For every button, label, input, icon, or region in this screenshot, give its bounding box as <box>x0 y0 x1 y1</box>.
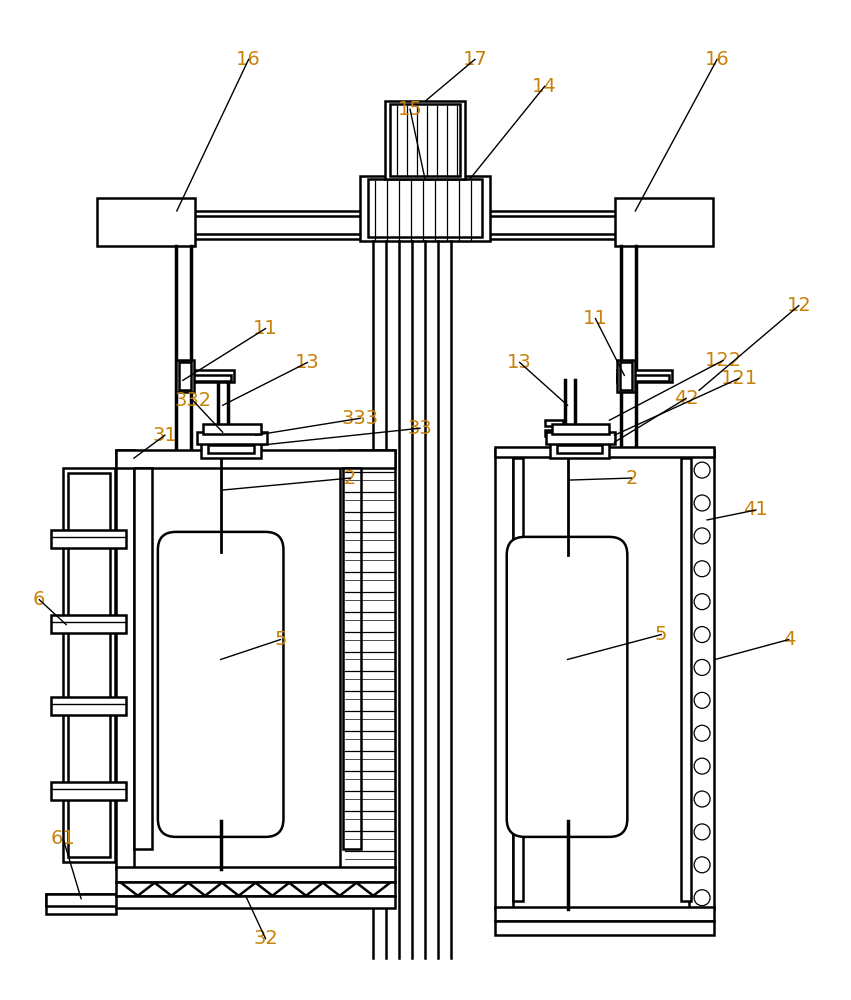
Bar <box>545 430 563 436</box>
Text: 2: 2 <box>344 469 357 488</box>
Circle shape <box>694 692 710 708</box>
Bar <box>550 440 609 458</box>
Text: 15: 15 <box>397 100 422 119</box>
Text: 41: 41 <box>744 500 768 519</box>
Bar <box>208 445 254 453</box>
Text: 17: 17 <box>462 50 488 69</box>
Bar <box>176 360 194 392</box>
Bar <box>386 101 465 179</box>
Bar <box>494 447 714 457</box>
FancyBboxPatch shape <box>506 537 627 837</box>
Bar <box>203 424 260 434</box>
Bar <box>116 450 395 468</box>
Bar <box>617 375 669 381</box>
Text: 61: 61 <box>51 829 76 848</box>
Text: 13: 13 <box>295 353 320 372</box>
Text: 5: 5 <box>655 625 667 644</box>
Circle shape <box>694 758 710 774</box>
Bar <box>512 458 523 901</box>
Bar <box>51 530 126 548</box>
Bar <box>681 458 691 901</box>
Bar <box>111 216 700 234</box>
Bar <box>494 907 714 921</box>
Text: 14: 14 <box>532 77 557 96</box>
Bar <box>197 432 266 444</box>
Text: 5: 5 <box>274 630 287 649</box>
Bar <box>343 468 361 849</box>
Text: 11: 11 <box>583 309 608 328</box>
Circle shape <box>694 495 710 511</box>
Bar <box>494 450 512 909</box>
Circle shape <box>694 791 710 807</box>
Text: 122: 122 <box>705 351 741 370</box>
Bar <box>51 615 126 633</box>
Bar <box>101 211 709 239</box>
Circle shape <box>694 659 710 675</box>
Text: 6: 6 <box>33 590 45 609</box>
Circle shape <box>694 462 710 478</box>
Bar <box>557 445 603 453</box>
Text: 32: 32 <box>253 929 278 948</box>
Circle shape <box>694 725 710 741</box>
Circle shape <box>694 627 710 643</box>
Bar <box>390 104 460 176</box>
Bar <box>360 176 490 241</box>
Circle shape <box>694 824 710 840</box>
Bar <box>51 782 126 800</box>
Bar <box>179 375 231 381</box>
Circle shape <box>694 561 710 577</box>
Bar <box>179 362 191 390</box>
Text: 16: 16 <box>237 50 261 69</box>
Circle shape <box>694 857 710 873</box>
Text: 33: 33 <box>408 419 432 438</box>
Bar <box>116 882 395 896</box>
Bar <box>116 450 134 869</box>
Bar <box>46 894 266 906</box>
Bar <box>545 420 563 426</box>
Bar <box>340 450 395 869</box>
Text: 121: 121 <box>721 369 757 388</box>
Bar <box>46 894 116 914</box>
Text: 4: 4 <box>783 630 795 649</box>
Bar <box>689 450 714 909</box>
Bar <box>201 440 260 458</box>
Text: 42: 42 <box>674 389 699 408</box>
Bar <box>97 198 195 246</box>
Text: 13: 13 <box>507 353 532 372</box>
Bar <box>620 362 632 390</box>
Text: 16: 16 <box>705 50 729 69</box>
Text: 2: 2 <box>625 469 637 488</box>
Bar <box>545 432 615 444</box>
Bar <box>617 360 636 392</box>
Bar <box>620 201 709 243</box>
Bar <box>615 198 713 246</box>
Bar <box>617 370 672 382</box>
Bar <box>551 424 609 434</box>
Text: 11: 11 <box>253 319 278 338</box>
Bar <box>116 896 395 908</box>
Text: 12: 12 <box>786 296 811 315</box>
Text: 333: 333 <box>341 409 379 428</box>
Bar <box>51 697 126 715</box>
Bar <box>63 468 115 862</box>
Bar <box>134 468 151 849</box>
Text: 31: 31 <box>152 426 177 445</box>
Circle shape <box>694 890 710 906</box>
Bar <box>494 921 714 935</box>
Bar <box>116 867 395 882</box>
Bar <box>101 201 191 243</box>
Bar <box>368 179 482 237</box>
Circle shape <box>694 528 710 544</box>
Bar <box>68 473 110 857</box>
Text: 332: 332 <box>174 391 211 410</box>
Circle shape <box>694 594 710 610</box>
Bar <box>179 370 234 382</box>
FancyBboxPatch shape <box>158 532 283 837</box>
